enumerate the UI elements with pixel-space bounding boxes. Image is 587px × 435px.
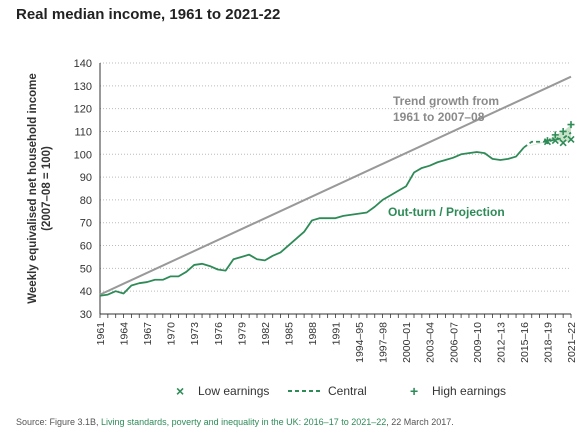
- x-tick-label-1988: 1988: [307, 322, 319, 346]
- x-tick-label-1967: 1967: [142, 322, 154, 346]
- high-earnings-marker-2019: [551, 131, 559, 139]
- x-tick-label-1961: 1961: [95, 322, 107, 346]
- y-tick-label-70: 70: [80, 218, 92, 230]
- legend-symbol-2: +: [410, 383, 418, 399]
- x-tick-label-1973: 1973: [189, 322, 201, 346]
- high-earnings-marker-2021: [567, 121, 575, 129]
- y-tick-label-60: 60: [80, 241, 92, 253]
- high-earnings-marker-2018: [543, 137, 551, 145]
- low-earnings-marker-2020: [559, 139, 567, 147]
- series: [99, 75, 575, 297]
- x-tick-label-1982: 1982: [260, 322, 272, 346]
- x-tick-label-1991: 1991: [331, 322, 343, 346]
- y-tick-label-120: 120: [74, 104, 92, 116]
- x-tick-label-2009: 2009–10: [472, 322, 484, 363]
- y-tick-label-30: 30: [80, 309, 92, 321]
- legend-symbol-0: ×: [176, 383, 184, 399]
- y-axis-title-line1: Weekly equivalised net household income: [27, 73, 39, 304]
- low-earnings-marker-2021: [567, 135, 575, 144]
- source-suffix: , 22 March 2017.: [386, 417, 454, 427]
- axes: 30 40 50 60 70 80 90 100 110 120 130 140 1961 1964 196…: [27, 58, 578, 363]
- grid-lines: [100, 62, 571, 292]
- y-tick-label-130: 130: [74, 81, 92, 93]
- x-tick-label-2003: 2003–04: [425, 322, 437, 363]
- annotations: Trend growth from 1961 to 2007–08 Out-turn…: [388, 94, 505, 219]
- y-tick-label-80: 80: [80, 195, 92, 207]
- x-tick-label-2012: 2012–13: [495, 322, 507, 363]
- x-tick-label-1964: 1964: [119, 322, 131, 346]
- x-tick-label-2000: 2000–01: [401, 322, 413, 363]
- source-prefix: Source: Figure 3.1B,: [16, 417, 102, 427]
- source-link[interactable]: Living standards, poverty and inequality…: [101, 417, 387, 427]
- central-projection-line: [523, 131, 572, 149]
- legend-label-1: Central: [328, 384, 367, 398]
- y-tick-label-110: 110: [74, 126, 92, 138]
- chart-title: Real median income, 1961 to 2021-22: [16, 6, 281, 23]
- trend-line: [99, 75, 572, 296]
- low-earnings-marker-2019: [551, 137, 559, 145]
- outturn-label: Out-turn / Projection: [388, 205, 505, 219]
- high-earnings-marker-2020: [559, 127, 567, 135]
- x-tick-label-1976: 1976: [213, 322, 225, 346]
- x-tick-label-1997: 1997–98: [378, 322, 390, 363]
- x-tick-label-2006: 2006–07: [448, 322, 460, 363]
- x-tick-label-2021: 2021–22: [566, 322, 578, 363]
- y-tick-label-100: 100: [74, 149, 92, 161]
- x-tick-label-2018: 2018–19: [542, 322, 554, 363]
- y-tick-label-90: 90: [80, 172, 92, 184]
- x-tick-label-1979: 1979: [236, 322, 248, 346]
- y-axis-title-line2: (2007–08 = 100): [41, 146, 53, 231]
- trend-label-line2: 1961 to 2007–08: [393, 110, 485, 124]
- x-tick-label-2015: 2015–16: [519, 322, 531, 363]
- y-tick-label-50: 50: [80, 263, 92, 275]
- y-tick-label-140: 140: [74, 58, 92, 70]
- legend-label-2: High earnings: [432, 384, 506, 398]
- projection-band: [523, 124, 571, 148]
- y-tick-label-40: 40: [80, 286, 92, 298]
- x-tick-label-1994: 1994–95: [354, 322, 366, 363]
- legend: × Low earnings Central + High earnings: [176, 383, 506, 399]
- legend-label-0: Low earnings: [198, 384, 269, 398]
- outturn-line: [99, 146, 525, 297]
- trend-label-line1: Trend growth from: [393, 94, 499, 108]
- x-tick-label-1970: 1970: [166, 322, 178, 346]
- source-note: Source: Figure 3.1B, Living standards, p…: [16, 417, 454, 427]
- x-tick-label-1985: 1985: [283, 322, 295, 346]
